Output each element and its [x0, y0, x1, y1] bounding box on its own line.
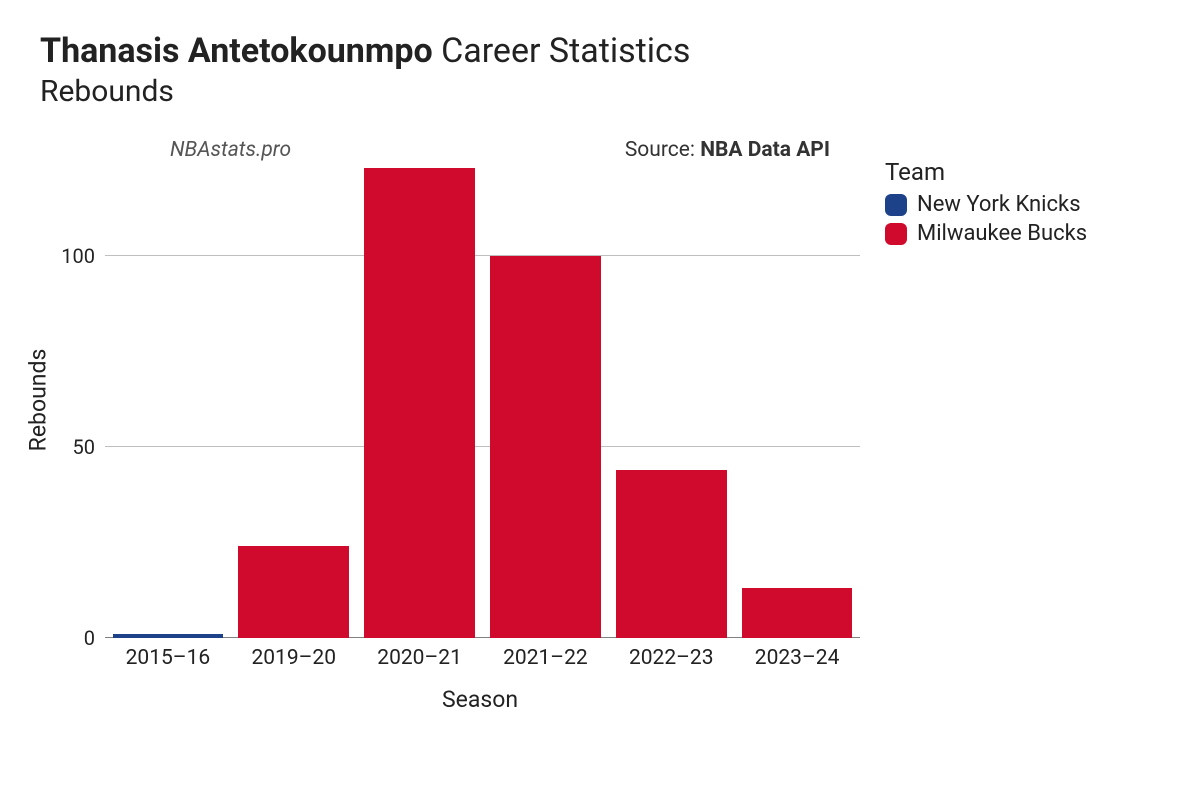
- plot-area: 0501002015–162019–202020–212021–222022–2…: [105, 168, 860, 638]
- x-tick-label: 2022–23: [629, 638, 714, 670]
- legend-label: Milwaukee Bucks: [917, 221, 1087, 246]
- x-tick-label: 2015–16: [126, 638, 211, 670]
- bar: [238, 546, 349, 638]
- legend-item: New York Knicks: [885, 192, 1087, 217]
- y-tick-label: 0: [84, 626, 105, 650]
- title-suffix: Career Statistics: [441, 31, 690, 71]
- source-prefix: Source:: [625, 138, 700, 162]
- legend-swatch: [885, 194, 907, 216]
- chart-title: Thanasis Antetokounmpo Career Statistics: [40, 30, 1160, 73]
- chart-subtitle: Rebounds: [40, 73, 1160, 111]
- chart-root: Thanasis Antetokounmpo Career Statistics…: [0, 0, 1200, 800]
- y-axis-title: Rebounds: [25, 349, 52, 452]
- x-tick-label: 2020–21: [377, 638, 462, 670]
- chart-title-block: Thanasis Antetokounmpo Career Statistics…: [40, 30, 1160, 110]
- legend-label: New York Knicks: [917, 192, 1081, 217]
- bar: [616, 470, 727, 638]
- x-tick-label: 2023–24: [755, 638, 840, 670]
- data-source: Source: NBA Data API: [625, 138, 830, 162]
- legend-title: Team: [885, 158, 1087, 186]
- x-tick-label: 2021–22: [503, 638, 588, 670]
- player-name: Thanasis Antetokounmpo: [40, 31, 433, 71]
- site-watermark: NBAstats.pro: [170, 138, 291, 162]
- source-name: NBA Data API: [700, 138, 830, 162]
- x-tick-label: 2019–20: [251, 638, 336, 670]
- bar: [742, 588, 853, 638]
- bar: [364, 168, 475, 638]
- y-tick-label: 50: [73, 435, 105, 459]
- gridline: [105, 255, 860, 256]
- legend-item: Milwaukee Bucks: [885, 221, 1087, 246]
- legend: Team New York Knicks Milwaukee Bucks: [885, 158, 1087, 250]
- y-tick-label: 100: [61, 244, 105, 268]
- bar: [490, 256, 601, 638]
- legend-swatch: [885, 223, 907, 245]
- gridline: [105, 446, 860, 447]
- x-axis-title: Season: [442, 686, 518, 713]
